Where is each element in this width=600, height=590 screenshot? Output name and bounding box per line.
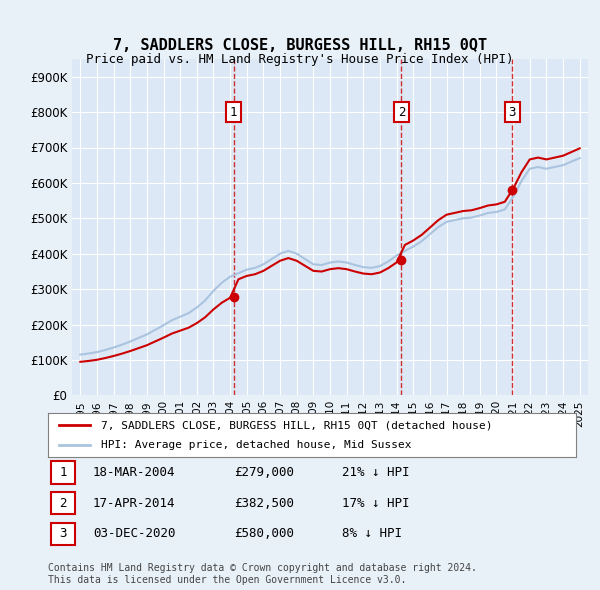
Text: Price paid vs. HM Land Registry's House Price Index (HPI): Price paid vs. HM Land Registry's House … xyxy=(86,53,514,66)
Text: 7, SADDLERS CLOSE, BURGESS HILL, RH15 0QT: 7, SADDLERS CLOSE, BURGESS HILL, RH15 0Q… xyxy=(113,38,487,53)
Text: 7, SADDLERS CLOSE, BURGESS HILL, RH15 0QT (detached house): 7, SADDLERS CLOSE, BURGESS HILL, RH15 0Q… xyxy=(101,421,493,430)
Text: Contains HM Land Registry data © Crown copyright and database right 2024.
This d: Contains HM Land Registry data © Crown c… xyxy=(48,563,477,585)
Text: 8% ↓ HPI: 8% ↓ HPI xyxy=(342,527,402,540)
Text: 3: 3 xyxy=(59,527,67,540)
Text: 03-DEC-2020: 03-DEC-2020 xyxy=(93,527,176,540)
Text: 3: 3 xyxy=(509,106,516,119)
FancyBboxPatch shape xyxy=(51,523,75,545)
Text: 17% ↓ HPI: 17% ↓ HPI xyxy=(342,497,409,510)
Text: 17-APR-2014: 17-APR-2014 xyxy=(93,497,176,510)
Text: HPI: Average price, detached house, Mid Sussex: HPI: Average price, detached house, Mid … xyxy=(101,440,412,450)
Text: £580,000: £580,000 xyxy=(234,527,294,540)
Text: 1: 1 xyxy=(59,466,67,479)
Text: £382,500: £382,500 xyxy=(234,497,294,510)
Text: £279,000: £279,000 xyxy=(234,466,294,479)
Text: 1: 1 xyxy=(230,106,238,119)
Text: 21% ↓ HPI: 21% ↓ HPI xyxy=(342,466,409,479)
Text: 2: 2 xyxy=(398,106,405,119)
Text: 2: 2 xyxy=(59,497,67,510)
Text: 18-MAR-2004: 18-MAR-2004 xyxy=(93,466,176,479)
FancyBboxPatch shape xyxy=(51,461,75,484)
FancyBboxPatch shape xyxy=(51,492,75,514)
